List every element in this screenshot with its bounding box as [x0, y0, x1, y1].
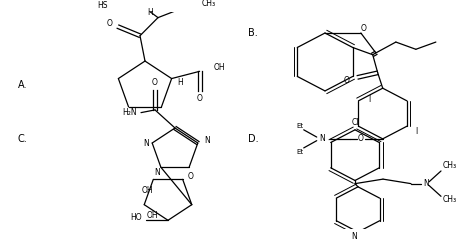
Text: O: O — [196, 94, 203, 103]
Text: O: O — [107, 18, 113, 28]
Text: N: N — [423, 179, 429, 188]
Text: OH: OH — [214, 63, 225, 72]
Text: O: O — [344, 76, 350, 84]
Text: CH₃: CH₃ — [202, 0, 216, 8]
Text: N: N — [351, 232, 357, 240]
Text: CH₃: CH₃ — [443, 161, 457, 170]
Text: I: I — [415, 127, 417, 136]
Text: OH: OH — [141, 186, 153, 195]
Text: B.: B. — [248, 29, 258, 38]
Text: Et: Et — [296, 149, 303, 155]
Text: A.: A. — [18, 80, 28, 90]
Text: O: O — [361, 24, 367, 33]
Text: HS: HS — [97, 1, 108, 10]
Text: O: O — [188, 172, 194, 181]
Text: C.: C. — [18, 134, 28, 144]
Text: O: O — [358, 134, 364, 143]
Text: N: N — [154, 168, 160, 177]
Text: OH: OH — [147, 211, 158, 220]
Text: I: I — [368, 95, 371, 103]
Text: Et: Et — [296, 123, 303, 129]
Text: O: O — [152, 78, 158, 87]
Text: N: N — [319, 134, 325, 143]
Text: HO: HO — [130, 213, 142, 222]
Text: CH₃: CH₃ — [443, 195, 457, 204]
Text: N: N — [204, 136, 210, 145]
Text: H: H — [147, 8, 153, 17]
Text: Cl: Cl — [351, 118, 359, 127]
Text: H₂N: H₂N — [122, 108, 137, 117]
Text: N: N — [143, 138, 149, 148]
Text: D.: D. — [248, 134, 259, 144]
Text: H: H — [177, 78, 182, 87]
